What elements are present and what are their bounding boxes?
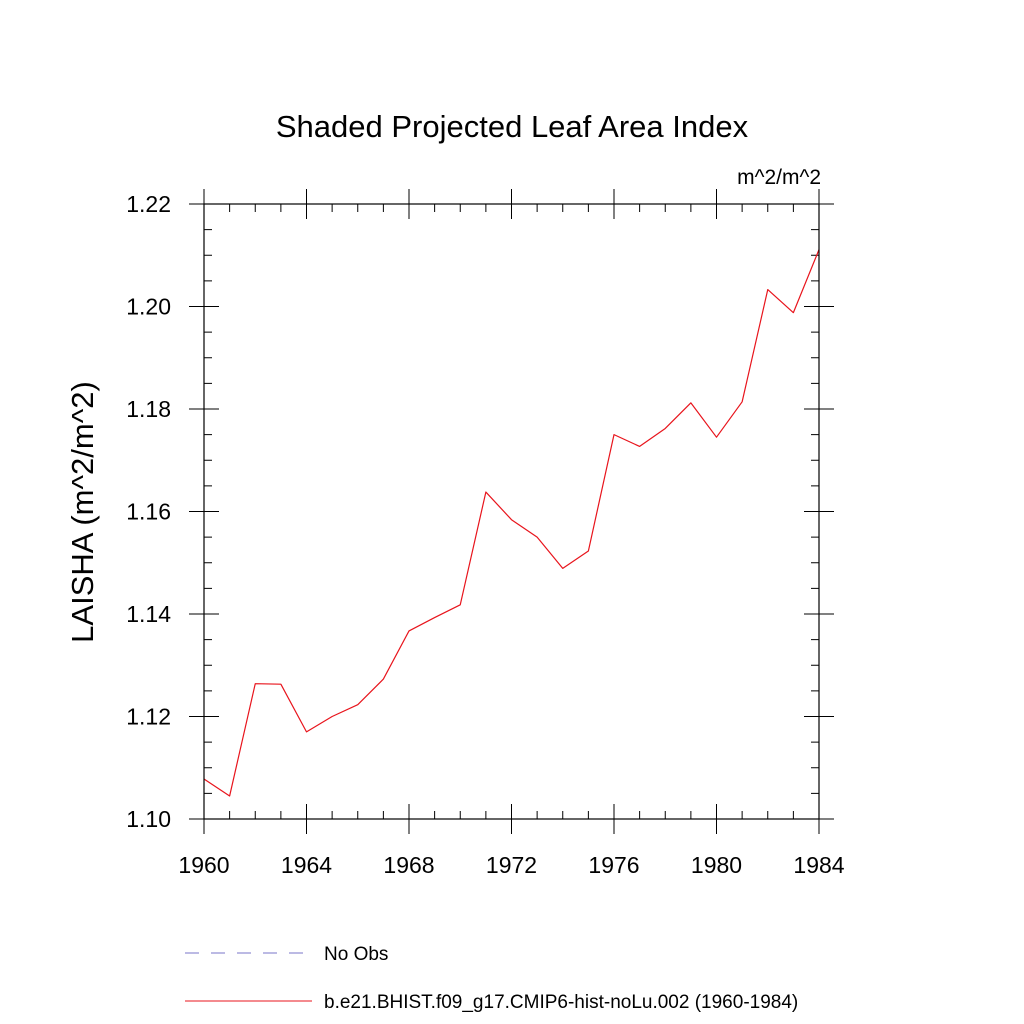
y-tick-label: 1.14	[126, 601, 171, 627]
y-axis-label: LAISHA (m^2/m^2)	[65, 381, 100, 643]
y-tick-label: 1.16	[126, 499, 171, 525]
y-tick-label: 1.18	[126, 396, 171, 422]
legend: No Obs b.e21.BHIST.f09_g17.CMIP6-hist-no…	[185, 944, 798, 1013]
chart-title: Shaded Projected Leaf Area Index	[276, 109, 749, 144]
legend-label-hist-nolu: b.e21.BHIST.f09_g17.CMIP6-hist-noLu.002 …	[324, 992, 798, 1013]
x-tick-label: 1972	[486, 852, 537, 878]
units-label: m^2/m^2	[737, 166, 821, 189]
axis-ticks	[189, 189, 834, 834]
plot-frame	[203, 203, 820, 820]
series-layer	[203, 249, 820, 797]
y-tick-label: 1.10	[126, 806, 171, 832]
x-tick-labels: 1960 1964 1968 1972 1976 1980 1984	[178, 852, 844, 878]
x-tick-label: 1960	[178, 852, 229, 878]
y-tick-labels: 1.10 1.12 1.14 1.16 1.18 1.20 1.22	[126, 191, 171, 832]
y-tick-label: 1.12	[126, 704, 171, 730]
x-tick-label: 1964	[281, 852, 332, 878]
y-tick-label: 1.20	[126, 294, 171, 320]
y-tick-label: 1.22	[126, 191, 171, 217]
legend-label-no-obs: No Obs	[324, 944, 388, 965]
x-tick-label: 1968	[383, 852, 434, 878]
x-tick-label: 1980	[691, 852, 742, 878]
series-line-0	[203, 249, 820, 797]
x-tick-label: 1984	[793, 852, 844, 878]
x-tick-label: 1976	[588, 852, 639, 878]
